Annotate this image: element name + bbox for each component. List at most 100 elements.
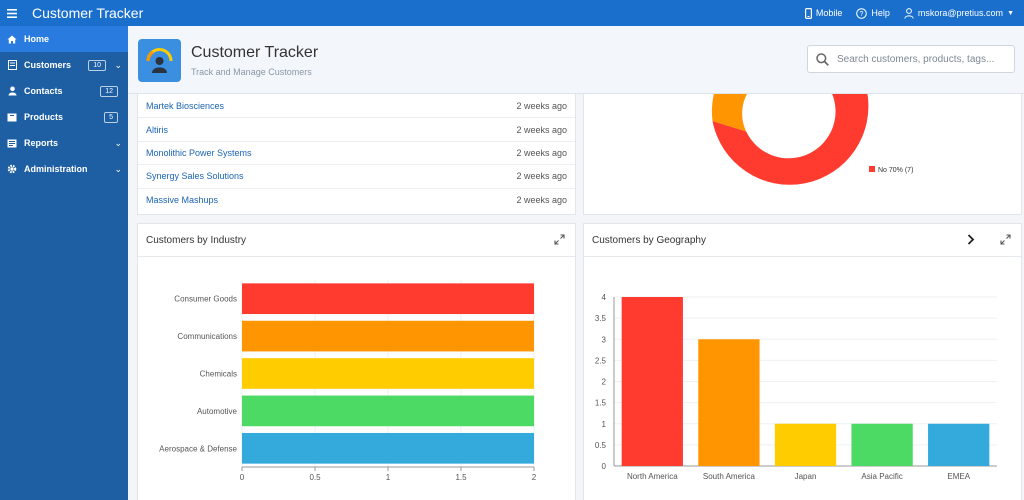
mobile-icon xyxy=(804,7,812,19)
expand-icon[interactable] xyxy=(554,234,565,245)
updated-time: 2 weeks ago xyxy=(516,194,567,205)
updated-time: 2 weeks ago xyxy=(516,171,567,182)
sidebar: Home Customers 10 ⌄ Contacts 12 Products… xyxy=(0,26,128,500)
category-label: Consumer Goods xyxy=(174,295,237,304)
sidebar-item-administration[interactable]: Administration ⌄ xyxy=(0,156,128,182)
customer-link[interactable]: Altiris xyxy=(146,124,168,135)
y-tick-label: 4 xyxy=(602,293,607,302)
y-tick-label: 3.5 xyxy=(595,314,607,323)
customers-icon xyxy=(6,59,18,71)
app-logo-icon xyxy=(138,39,181,82)
donut-chart: No 70% (7) xyxy=(711,94,913,185)
sidebar-item-label: Customers xyxy=(24,60,72,70)
x-tick-label: 1 xyxy=(386,473,391,482)
y-tick-label: 2.5 xyxy=(595,356,607,365)
sidebar-item-label: Administration xyxy=(24,164,88,174)
help-label: Help xyxy=(871,8,890,18)
chevron-down-icon[interactable]: ⌄ xyxy=(114,137,122,148)
sidebar-item-products[interactable]: Products 5 xyxy=(0,104,128,130)
bar xyxy=(242,283,534,315)
app-title[interactable]: Customer Tracker xyxy=(32,5,144,21)
reports-icon xyxy=(6,137,18,149)
bar xyxy=(242,395,534,427)
user-label: mskora@pretius.com xyxy=(917,8,1004,18)
chevron-down-icon[interactable]: ⌄ xyxy=(114,163,122,174)
x-tick-label: 1.5 xyxy=(455,473,467,482)
list-item: Massive Mashups 2 weeks ago xyxy=(138,187,575,211)
count-badge: 12 xyxy=(100,85,118,97)
sidebar-item-home[interactable]: Home xyxy=(0,26,128,52)
help-icon: ? xyxy=(856,7,868,19)
sidebar-item-customers[interactable]: Customers 10 ⌄ xyxy=(0,52,128,78)
y-tick-label: 2 xyxy=(602,378,607,387)
contacts-icon xyxy=(6,85,18,97)
sidebar-item-reports[interactable]: Reports ⌄ xyxy=(0,130,128,156)
donut-slice-other[interactable] xyxy=(711,94,750,132)
category-label: Communications xyxy=(177,332,237,341)
count-badge: 5 xyxy=(104,111,118,123)
panel-title: Customers by Geography xyxy=(592,234,706,246)
x-tick-label: 0.5 xyxy=(309,473,321,482)
search-icon xyxy=(816,52,829,66)
category-label: EMEA xyxy=(947,472,970,481)
search-input[interactable] xyxy=(837,53,1007,65)
donut-slice-no[interactable] xyxy=(712,94,869,185)
list-item: Monolithic Power Systems 2 weeks ago xyxy=(138,140,575,164)
bar xyxy=(928,423,990,466)
home-icon xyxy=(6,33,18,45)
category-label: Chemicals xyxy=(200,370,237,379)
customer-link[interactable]: Martek Biosciences xyxy=(146,100,225,111)
menu-toggle-button[interactable] xyxy=(0,0,24,26)
user-icon xyxy=(904,7,914,19)
expand-icon[interactable] xyxy=(1000,234,1011,245)
hero-region: Customer Tracker Track and Manage Custom… xyxy=(128,26,1024,94)
products-icon xyxy=(6,111,18,123)
geography-chart-panel: Customers by Geography 0 0.5 1 1.5 2 2.5 3 3.5 4… xyxy=(583,223,1022,500)
category-label: Asia Pacific xyxy=(861,472,902,481)
sidebar-item-contacts[interactable]: Contacts 12 xyxy=(0,78,128,104)
category-label: Automotive xyxy=(197,407,238,416)
chevron-down-icon: ▼ xyxy=(1007,9,1014,17)
help-link[interactable]: ? Help xyxy=(856,7,890,19)
page-title: Customer Tracker xyxy=(191,44,319,61)
bar xyxy=(774,423,837,466)
customer-link[interactable]: Massive Mashups xyxy=(146,194,219,205)
customer-link[interactable]: Monolithic Power Systems xyxy=(146,147,252,158)
x-tick-label: 0 xyxy=(240,473,245,482)
category-label: Japan xyxy=(795,472,817,481)
y-tick-label: 1 xyxy=(602,420,607,429)
sidebar-item-label: Reports xyxy=(24,138,59,148)
updated-time: 2 weeks ago xyxy=(516,100,567,111)
mobile-link[interactable]: Mobile xyxy=(804,7,843,19)
page-subtitle: Track and Manage Customers xyxy=(191,67,312,77)
x-tick-label: 2 xyxy=(532,473,537,482)
chevron-down-icon[interactable]: ⌄ xyxy=(114,59,122,70)
search-box[interactable] xyxy=(807,45,1015,73)
legend-swatch xyxy=(869,166,875,172)
list-item: Martek Biosciences 2 weeks ago xyxy=(138,94,575,117)
bar xyxy=(621,297,683,466)
count-badge: 10 xyxy=(88,59,106,71)
category-label: Aerospace & Defense xyxy=(159,444,237,453)
mobile-label: Mobile xyxy=(815,8,843,18)
svg-text:?: ? xyxy=(860,11,864,18)
sidebar-item-label: Products xyxy=(24,112,64,122)
sidebar-item-label: Contacts xyxy=(24,86,63,96)
list-item: Altiris 2 weeks ago xyxy=(138,117,575,140)
chevron-right-icon[interactable] xyxy=(967,234,975,245)
list-item: Synergy Sales Solutions 2 weeks ago xyxy=(138,164,575,187)
user-menu[interactable]: mskora@pretius.com ▼ xyxy=(904,7,1014,19)
bar xyxy=(851,423,913,466)
geography-bar-chart: 0 0.5 1 1.5 2 2.5 3 3.5 4 North America South Amer… xyxy=(595,293,997,481)
y-tick-label: 0.5 xyxy=(595,441,607,450)
y-tick-label: 0 xyxy=(602,462,607,471)
bar xyxy=(242,432,534,464)
top-bar: Customer Tracker Mobile ? Help mskora@pr… xyxy=(0,0,1024,26)
updated-time: 2 weeks ago xyxy=(516,147,567,158)
y-tick-label: 1.5 xyxy=(595,399,607,408)
recent-customers-panel: Martek Biosciences 2 weeks ago Altiris 2… xyxy=(137,94,576,215)
y-tick-label: 3 xyxy=(602,335,607,344)
updated-time: 2 weeks ago xyxy=(516,124,567,135)
hamburger-icon xyxy=(7,8,17,18)
customer-link[interactable]: Synergy Sales Solutions xyxy=(146,171,244,182)
